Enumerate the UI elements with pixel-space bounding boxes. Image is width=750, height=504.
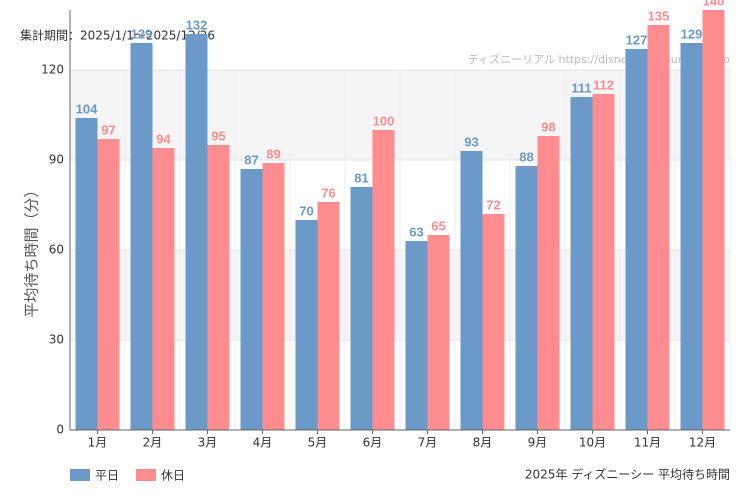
bar [262,163,285,430]
value-label: 93 [464,134,478,149]
x-tick-label: 1月 [88,436,108,450]
bar [680,43,703,430]
value-label: 65 [431,218,445,233]
legend-label: 平日 [95,469,119,483]
x-tick-label: 8月 [473,436,493,450]
bar [482,214,505,430]
value-label: 112 [593,77,614,92]
value-label: 127 [626,32,648,47]
value-label: 63 [409,224,423,239]
bar [350,187,373,430]
y-axis-label: 平均待ち時間（分） [23,182,41,317]
bar [130,43,153,430]
bar [460,151,483,430]
bar [152,148,175,430]
value-label: 76 [321,185,335,200]
bar [372,130,395,430]
bar [592,94,615,430]
x-tick-label: 4月 [253,436,273,450]
y-tick-label: 30 [49,333,64,347]
x-tick-label: 6月 [363,436,383,450]
value-label: 104 [76,101,98,116]
bar [647,25,670,430]
value-label: 129 [681,26,703,41]
bar [537,136,560,430]
caption: 2025年 ディズニーシー 平均待ち時間 [525,467,730,482]
x-tick-label: 9月 [528,436,548,450]
bar [570,97,593,430]
value-label: 70 [299,203,313,218]
legend-swatch [70,469,90,481]
bar [207,145,230,430]
y-tick-label: 60 [49,243,64,257]
x-tick-label: 10月 [579,436,606,450]
y-tick-label: 0 [56,423,64,437]
bar [317,202,340,430]
value-label: 87 [244,152,258,167]
bar [97,139,120,430]
bar [427,235,450,430]
value-label: 95 [211,128,225,143]
bar [185,34,208,430]
value-label: 72 [486,197,500,212]
bar [240,169,263,430]
bar [75,118,98,430]
y-tick-label: 90 [49,153,64,167]
value-label: 129 [131,26,153,41]
period: 集計期間：2025/1/1〜2025/12/26 [20,28,215,43]
value-label: 81 [354,170,368,185]
value-label: 135 [648,8,670,23]
value-label: 140 [703,0,725,8]
x-tick-label: 2月 [143,436,163,450]
legend-swatch [136,469,156,481]
value-label: 97 [101,122,115,137]
y-tick-label: 120 [41,63,64,77]
bar [702,10,725,430]
x-tick-label: 12月 [689,436,716,450]
value-label: 132 [186,17,208,32]
x-tick-label: 7月 [418,436,438,450]
bar [625,49,648,430]
value-label: 98 [541,119,555,134]
value-label: 89 [266,146,280,161]
value-label: 94 [156,131,171,146]
bar [515,166,538,430]
x-tick-label: 11月 [634,436,661,450]
bar [405,241,428,430]
x-tick-label: 5月 [308,436,328,450]
legend-label: 休日 [161,469,185,483]
value-label: 100 [373,113,395,128]
value-label: 111 [571,80,591,95]
x-tick-label: 3月 [198,436,218,450]
bar [295,220,318,430]
value-label: 88 [519,149,533,164]
